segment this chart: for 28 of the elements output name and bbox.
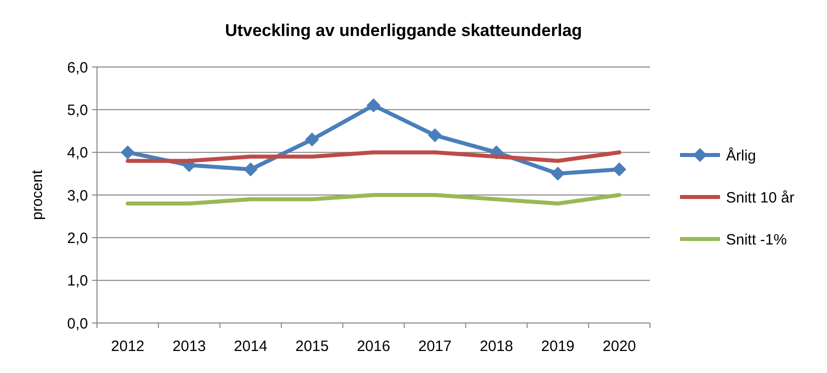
x-tick-label: 2013 <box>172 338 206 355</box>
point <box>366 98 380 112</box>
point <box>120 145 135 160</box>
point <box>244 162 258 176</box>
y-tick-label: 1,0 <box>67 272 88 290</box>
point <box>550 166 565 181</box>
y-tick-label: 5,0 <box>67 102 88 119</box>
y-tick-label: 6,0 <box>67 59 88 76</box>
point <box>305 132 320 147</box>
x-tick-label: 2019 <box>541 338 575 355</box>
x-tick-label: 2020 <box>602 338 636 355</box>
point <box>612 162 626 176</box>
y-tick-label: 0,0 <box>67 315 88 332</box>
legend-label: Snitt 10 år <box>726 189 794 206</box>
legend-label: Snitt -1% <box>726 231 787 248</box>
x-tick-label: 2012 <box>111 338 144 355</box>
y-tick-label: 3,0 <box>67 187 88 204</box>
y-tick-label: 4,0 <box>67 144 88 162</box>
y-axis-title: procent <box>29 169 46 220</box>
point <box>428 128 442 142</box>
x-tick-label: 2017 <box>418 338 452 355</box>
x-tick-label: 2015 <box>295 338 329 355</box>
x-tick-label: 2018 <box>480 338 514 355</box>
x-tick-label: 2014 <box>234 338 268 355</box>
y-tick-label: 2,0 <box>67 230 88 247</box>
chart-title: Utveckling av underliggande skatteunderlag <box>224 21 582 40</box>
x-tick-label: 2016 <box>356 338 390 355</box>
legend-label: Årlig <box>726 146 756 164</box>
